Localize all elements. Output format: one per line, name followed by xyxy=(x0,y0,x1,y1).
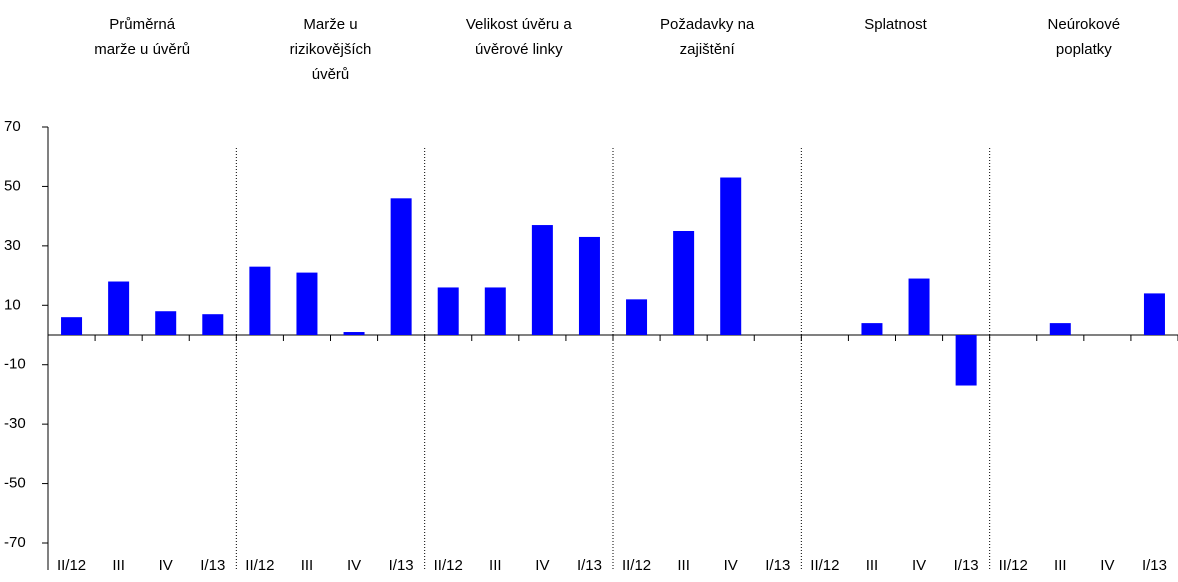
group-title: rizikovějších xyxy=(290,41,372,58)
x-tick-label: I/13 xyxy=(765,557,790,574)
group-title: Požadavky na xyxy=(660,16,755,33)
x-tick-label: IV xyxy=(159,557,173,574)
x-tick-label: I/13 xyxy=(389,557,414,574)
group-title: Splatnost xyxy=(864,16,927,33)
bar xyxy=(673,231,695,335)
bar xyxy=(108,281,130,335)
group-title: Průměrná xyxy=(109,16,176,33)
x-tick-label: II/12 xyxy=(245,557,274,574)
bar xyxy=(531,225,553,335)
bar xyxy=(626,299,648,335)
group-title: zajištění xyxy=(680,41,736,58)
group-title: úvěrů xyxy=(312,66,350,83)
bar xyxy=(484,287,506,335)
x-tick-label: IV xyxy=(724,557,738,574)
bar xyxy=(390,198,412,335)
x-tick-label: I/13 xyxy=(1142,557,1167,574)
bar xyxy=(437,287,459,335)
x-tick-label: II/12 xyxy=(999,557,1028,574)
bar xyxy=(720,177,742,335)
y-tick-label: 70 xyxy=(4,118,21,135)
bar xyxy=(908,278,930,335)
bar xyxy=(1143,293,1165,335)
x-tick-label: II/12 xyxy=(622,557,651,574)
x-tick-label: III xyxy=(112,557,125,574)
x-tick-label: III xyxy=(1054,557,1067,574)
x-tick-label: III xyxy=(301,557,314,574)
group-title: marže u úvěrů xyxy=(94,41,190,58)
x-tick-label: I/13 xyxy=(577,557,602,574)
y-tick-label: 50 xyxy=(4,177,21,194)
bar xyxy=(155,311,177,335)
y-tick-label: -30 xyxy=(4,415,26,432)
bar xyxy=(955,335,977,386)
x-tick-label: III xyxy=(677,557,690,574)
x-tick-label: I/13 xyxy=(200,557,225,574)
bar xyxy=(578,236,600,335)
y-tick-label: -50 xyxy=(4,475,26,492)
group-title: úvěrové linky xyxy=(475,41,563,58)
x-tick-label: IV xyxy=(912,557,926,574)
group-title: poplatky xyxy=(1056,41,1112,58)
group-title: Neúrokové xyxy=(1048,16,1121,33)
bar xyxy=(61,317,83,335)
bar xyxy=(343,332,365,335)
y-tick-label: 10 xyxy=(4,296,21,313)
group-title: Velikost úvěru a xyxy=(466,16,573,33)
x-tick-label: II/12 xyxy=(434,557,463,574)
x-tick-label: I/13 xyxy=(954,557,979,574)
x-tick-label: III xyxy=(489,557,502,574)
bar xyxy=(861,323,883,335)
bar xyxy=(249,266,271,335)
x-tick-label: III xyxy=(866,557,879,574)
bar xyxy=(296,272,318,335)
bar xyxy=(202,314,224,335)
x-tick-label: IV xyxy=(347,557,361,574)
y-tick-label: -10 xyxy=(4,356,26,373)
y-tick-label: -70 xyxy=(4,534,26,551)
x-tick-label: IV xyxy=(535,557,549,574)
x-tick-label: II/12 xyxy=(57,557,86,574)
x-tick-label: IV xyxy=(1100,557,1114,574)
x-tick-label: II/12 xyxy=(810,557,839,574)
bar xyxy=(1049,323,1071,335)
group-title: Marže u xyxy=(303,16,357,33)
y-tick-label: 30 xyxy=(4,237,21,254)
